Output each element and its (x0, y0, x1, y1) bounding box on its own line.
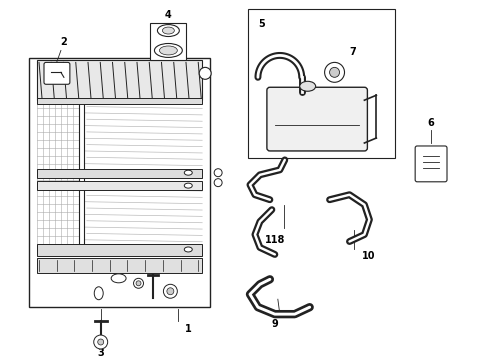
Text: 1: 1 (185, 324, 192, 334)
Text: 5: 5 (258, 19, 265, 28)
FancyBboxPatch shape (44, 62, 70, 84)
Ellipse shape (184, 183, 192, 188)
Ellipse shape (167, 288, 174, 295)
Ellipse shape (162, 27, 174, 34)
Bar (37, 244, 202, 256)
Bar (37, 98, 202, 104)
Bar (37, 181, 202, 190)
Bar (37, 60, 202, 100)
Ellipse shape (300, 81, 316, 91)
Bar (29, 58, 210, 307)
Circle shape (330, 67, 340, 77)
Text: 2: 2 (61, 37, 67, 48)
Ellipse shape (94, 287, 103, 300)
Text: 7: 7 (349, 48, 356, 58)
FancyBboxPatch shape (415, 146, 447, 182)
Bar (150, 23, 186, 60)
Ellipse shape (154, 44, 182, 57)
FancyBboxPatch shape (267, 87, 368, 151)
Bar (79, 100, 84, 252)
Text: 10: 10 (363, 251, 376, 261)
Ellipse shape (184, 247, 192, 252)
Ellipse shape (111, 274, 126, 283)
Ellipse shape (136, 281, 141, 286)
Ellipse shape (134, 278, 144, 288)
Ellipse shape (163, 284, 177, 298)
Text: 3: 3 (98, 348, 104, 358)
Bar (248, 9, 395, 158)
Bar (37, 169, 202, 178)
Circle shape (214, 179, 222, 186)
Ellipse shape (184, 170, 192, 175)
Circle shape (98, 339, 104, 345)
Ellipse shape (157, 24, 179, 36)
Text: 118: 118 (265, 234, 285, 244)
Text: 6: 6 (428, 118, 435, 128)
Circle shape (199, 67, 211, 79)
Text: 4: 4 (165, 10, 172, 20)
Ellipse shape (159, 46, 177, 55)
Circle shape (94, 335, 108, 349)
Circle shape (214, 169, 222, 177)
Circle shape (324, 62, 344, 82)
Bar (37, 258, 202, 273)
Text: 9: 9 (271, 319, 278, 329)
